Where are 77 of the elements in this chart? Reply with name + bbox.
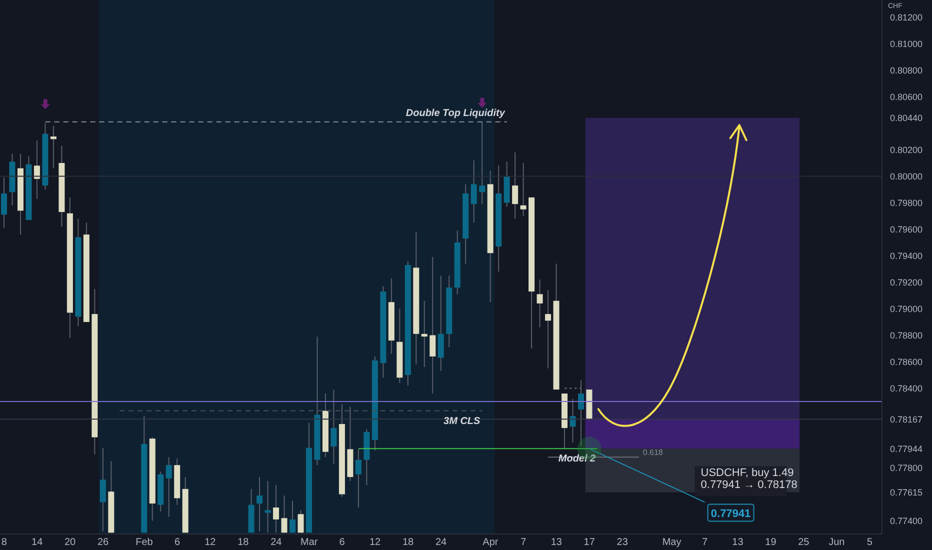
- y-tick-label: 0.79000: [890, 304, 923, 314]
- x-tick-label: 14: [32, 537, 44, 548]
- candlestick: [330, 389, 337, 464]
- y-tick-label: 0.77400: [890, 516, 923, 526]
- x-tick-label: 8: [1, 537, 8, 548]
- candlestick: [430, 256, 436, 394]
- candlestick: [545, 290, 552, 369]
- x-tick-label: 18: [238, 537, 250, 548]
- x-tick-label: 24: [435, 537, 447, 548]
- candlestick: [470, 160, 477, 224]
- y-tick-label: 0.81200: [890, 12, 923, 22]
- candlestick: [166, 456, 172, 518]
- series-label: Model 2: [558, 454, 596, 465]
- series-label: 0.618: [642, 448, 664, 458]
- y-tick-label: 0.78800: [890, 330, 923, 340]
- x-tick-label: 13: [550, 537, 562, 548]
- candlestick: [421, 300, 428, 368]
- candlestick: [578, 380, 584, 448]
- candlestick: [570, 398, 576, 444]
- candlestick: [273, 484, 280, 534]
- x-tick-label: 23: [616, 537, 628, 548]
- y-tick-label: 0.79800: [890, 198, 923, 208]
- x-tick-label: 12: [369, 537, 382, 548]
- y-tick-label: 0.80600: [890, 92, 923, 102]
- y-tick-label: 0.77944: [890, 444, 923, 454]
- series-label: 3M CLS: [444, 416, 481, 427]
- y-tick-label: 0.79200: [890, 277, 923, 288]
- y-tick-label: 0.80800: [890, 65, 923, 76]
- candlestick: [438, 275, 444, 372]
- y-tick-label: 0.78400: [890, 383, 923, 394]
- y-tick-label: 0.80200: [890, 144, 923, 155]
- candlestick: [281, 495, 288, 534]
- y-tick-label: 0.80440: [890, 113, 923, 124]
- annotation: 0.77941 → 0.78178: [700, 479, 798, 492]
- x-tick-label: Apr: [482, 537, 499, 548]
- x-tick-label: 24: [270, 537, 282, 548]
- x-tick-label: 5: [866, 537, 873, 548]
- candlestick: [520, 162, 526, 216]
- candlestick: [298, 510, 304, 534]
- annotation: USDCHF, buy 1.49: [700, 467, 794, 480]
- y-tick-label: 0.79600: [890, 224, 923, 234]
- x-tick-label: 13: [732, 537, 744, 548]
- candlestick: [50, 125, 56, 169]
- y-tick-label: 0.77800: [890, 462, 923, 473]
- y-tick-label: 0.77615: [890, 487, 923, 498]
- x-tick-label: 25: [798, 537, 810, 548]
- x-tick-label: Mar: [300, 537, 318, 548]
- candlestick: [290, 500, 296, 534]
- y-tick-label: 0.81000: [890, 38, 923, 49]
- x-tick-label: May: [662, 537, 682, 548]
- x-tick-label: 20: [64, 537, 76, 548]
- x-tick-label: 17: [584, 537, 596, 548]
- y-tick-label: 0.80000: [890, 171, 923, 182]
- x-tick-label: 18: [402, 537, 414, 548]
- x-tick-label: 6: [174, 537, 180, 548]
- candlestick: [536, 279, 543, 328]
- x-tick-label: 26: [97, 537, 110, 548]
- annotation: 0.77941: [710, 508, 751, 520]
- y-tick-label: 0.78600: [890, 356, 923, 367]
- x-tick-label: 12: [204, 537, 216, 548]
- x-tick-label: 19: [765, 537, 777, 548]
- y-tick-label: 0.79400: [890, 250, 923, 261]
- candlestick: [256, 476, 263, 532]
- x-tick-label: Jun: [828, 537, 845, 548]
- y-tick-label: 0.78167: [890, 414, 923, 424]
- series-label: Double Top Liquidity: [406, 108, 506, 119]
- x-tick-label: 7: [702, 537, 708, 548]
- x-tick-label: 7: [520, 537, 527, 548]
- candlestick: [512, 152, 518, 220]
- x-tick-label: 6: [339, 537, 346, 548]
- candlestick: [1, 177, 7, 228]
- candlestick: [100, 447, 106, 532]
- candlestick: [355, 448, 362, 508]
- x-tick-label: Feb: [136, 537, 154, 548]
- candlestick: [34, 140, 40, 200]
- candlestick: [264, 480, 271, 534]
- candlestick: [479, 121, 486, 205]
